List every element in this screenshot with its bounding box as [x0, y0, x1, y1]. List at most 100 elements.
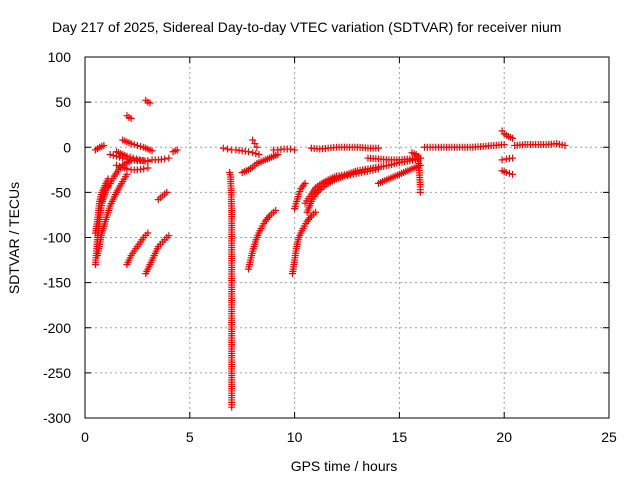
data-point	[133, 141, 141, 149]
series-arc-23	[291, 179, 309, 213]
y-tick-label: 50	[55, 94, 71, 110]
data-point	[123, 152, 131, 160]
data-point	[251, 140, 259, 148]
series-arc-21	[270, 145, 299, 154]
series-arc-15	[169, 146, 181, 156]
series-arc-10	[123, 112, 135, 122]
x-tick-label: 5	[186, 429, 194, 445]
data-points	[91, 96, 569, 411]
data-point	[165, 232, 173, 240]
y-axis-label: SDTVAR / TECUs	[6, 182, 22, 294]
series-arc-29	[374, 161, 424, 187]
x-tick-label: 20	[496, 429, 512, 445]
data-point	[301, 179, 309, 187]
data-point	[509, 154, 517, 162]
axis-ticks	[84, 56, 610, 419]
series-arc-35	[511, 140, 569, 149]
data-point	[127, 114, 135, 122]
y-tick-labels: 100 50 0 -50 -100 -150 -200 -250 -300	[43, 49, 71, 426]
series-arc-09	[119, 136, 156, 155]
data-point	[498, 156, 506, 164]
data-point	[249, 149, 257, 157]
series-arc-16	[219, 144, 263, 158]
data-point	[123, 165, 131, 173]
series-arc-05	[91, 141, 108, 154]
series-arc-19	[244, 206, 280, 273]
y-tick-label: -150	[43, 275, 71, 291]
data-point	[252, 150, 260, 158]
series-arc-17	[226, 169, 236, 411]
x-tick-labels: 0 5 10 15 20 25	[81, 429, 617, 445]
y-tick-label: -50	[51, 184, 71, 200]
data-point	[144, 158, 152, 166]
data-point	[109, 151, 117, 159]
data-point	[255, 150, 263, 158]
data-point	[502, 169, 510, 177]
series-arc-22	[289, 208, 320, 278]
data-point	[509, 134, 517, 142]
data-point	[144, 164, 152, 172]
data-point	[505, 169, 513, 177]
series-arc-18	[238, 150, 282, 177]
data-point	[291, 146, 299, 154]
y-tick-label: -300	[43, 410, 71, 426]
data-point	[500, 141, 508, 149]
data-point	[129, 154, 137, 162]
y-tick-label: -200	[43, 320, 71, 336]
data-point	[315, 187, 323, 195]
data-point	[163, 188, 171, 196]
x-tick-label: 10	[287, 429, 303, 445]
data-point	[126, 153, 134, 161]
data-point	[244, 148, 252, 156]
y-tick-label: -250	[43, 365, 71, 381]
data-point	[416, 188, 424, 196]
data-point	[144, 229, 152, 237]
chart-title: Day 217 of 2025, Sidereal Day-to-day VTE…	[52, 19, 561, 35]
data-point	[228, 403, 236, 411]
grid	[85, 57, 609, 418]
data-point	[249, 136, 257, 144]
data-point	[137, 142, 145, 150]
series-arc-33	[498, 154, 517, 164]
series-arc-11	[142, 96, 154, 107]
x-tick-label: 25	[601, 429, 617, 445]
y-tick-label: 0	[63, 139, 71, 155]
data-point	[165, 154, 173, 162]
series-arc-26	[307, 143, 382, 153]
data-point	[509, 170, 517, 178]
data-point	[272, 206, 280, 214]
data-point	[130, 141, 138, 149]
data-point	[132, 155, 140, 163]
data-point	[312, 208, 320, 216]
y-tick-label: 100	[48, 49, 72, 65]
series-arc-03	[94, 170, 131, 260]
series-arc-28	[364, 154, 424, 164]
data-point	[146, 99, 154, 107]
series-arc-12	[123, 229, 152, 269]
series-arc-13	[142, 232, 173, 278]
series-arc-32	[498, 127, 517, 142]
series-arc-20	[249, 136, 261, 151]
series-arc-30	[408, 149, 424, 196]
data-point	[100, 141, 108, 149]
series-arc-08	[112, 161, 152, 174]
data-point	[148, 147, 156, 155]
data-point	[224, 145, 232, 153]
series-arc-34	[498, 167, 517, 178]
x-axis-label: GPS time / hours	[291, 458, 398, 474]
data-point	[561, 141, 569, 149]
y-tick-label: -100	[43, 230, 71, 246]
data-point	[140, 165, 148, 173]
data-point	[112, 161, 120, 169]
data-point	[219, 144, 227, 152]
data-point	[127, 140, 135, 148]
data-point	[253, 143, 261, 151]
data-point	[286, 145, 294, 153]
data-point	[104, 183, 112, 191]
data-point	[116, 162, 124, 170]
data-point	[161, 155, 169, 163]
series-arc-31	[421, 141, 508, 151]
x-tick-label: 15	[392, 429, 408, 445]
data-point	[173, 146, 181, 154]
